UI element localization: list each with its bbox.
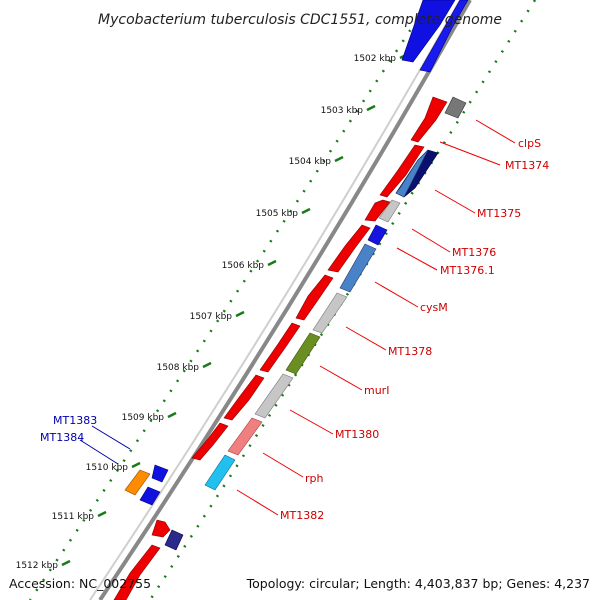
tick-label: 1503 kbp (321, 106, 364, 116)
gene-blue-top-1[interactable] (401, 0, 456, 63)
gene-red-1[interactable] (410, 96, 448, 143)
gene-red-5[interactable] (295, 274, 334, 321)
gene-muri[interactable] (285, 332, 321, 375)
gene-navy-small[interactable] (164, 529, 184, 551)
tick-label: 1508 kbp (157, 363, 200, 373)
gene-blue-small[interactable] (139, 486, 161, 506)
tick-label: 1512 kbp (16, 561, 59, 571)
tick-label: 1504 kbp (289, 157, 332, 167)
gene-mt1376-1[interactable] (367, 224, 388, 246)
gene-red-3[interactable] (364, 199, 391, 222)
accession-text: Accession: NC_002755 (9, 576, 151, 591)
gene-mt1384[interactable] (151, 464, 169, 483)
gene-label-rph[interactable]: rph (305, 472, 324, 485)
leader-clps (475, 119, 516, 144)
tick-mark (366, 104, 376, 112)
topology-summary: Topology: circular; Length: 4,403,837 bp… (246, 576, 590, 591)
gene-blue-top-2[interactable] (419, 0, 469, 73)
tick-label: 1507 kbp (190, 312, 233, 322)
tick-mark (167, 411, 177, 419)
gene-red-10[interactable] (151, 519, 171, 538)
backbone-outer-line (98, 0, 472, 600)
leader-lines (79, 119, 516, 516)
tick-mark (202, 361, 212, 369)
ticks-layer: 1502 kbp 1503 kbp 1504 kbp 1505 kbp 1506 kbp… (16, 52, 409, 571)
gene-red-7[interactable] (223, 374, 265, 421)
leader-mt1378 (345, 326, 387, 351)
gene-mt1382[interactable] (204, 454, 236, 491)
tick-mark (301, 207, 311, 215)
tick-mark (131, 461, 141, 469)
gene-labels: clpS MT1374 MT1375 MT1376 MT1376.1 cysM … (40, 137, 549, 522)
gene-mt1378[interactable] (312, 292, 348, 334)
leader-mt1382 (236, 489, 279, 516)
tick-label: 1511 kbp (52, 512, 95, 522)
gene-red-6[interactable] (259, 322, 301, 373)
tick-label: 1510 kbp (86, 463, 129, 473)
tick-label: 1502 kbp (354, 54, 397, 64)
gene-label-clps[interactable]: clpS (518, 137, 541, 150)
tick-mark (97, 510, 107, 518)
tick-label: 1509 kbp (122, 413, 165, 423)
gene-label-muri[interactable]: murI (364, 384, 389, 397)
leader-mt1376 (411, 228, 451, 253)
map-title: Mycobacterium tuberculosis CDC1551, comp… (98, 12, 502, 28)
tick-label: 1506 kbp (222, 261, 265, 271)
gene-label-mt1383[interactable]: MT1383 (53, 414, 97, 427)
leader-mt1384 (79, 439, 119, 465)
gene-label-mt1376-1[interactable]: MT1376.1 (440, 264, 495, 277)
leader-mt1374 (439, 141, 501, 166)
gene-label-mt1374[interactable]: MT1374 (505, 159, 549, 172)
gene-mt1383[interactable] (124, 469, 151, 496)
gene-cysm[interactable] (339, 243, 377, 293)
leader-mt1375 (434, 189, 476, 214)
leader-muri (319, 365, 363, 391)
tick-mark (267, 259, 277, 267)
outer-dotted-track (28, 0, 432, 600)
gene-label-mt1378[interactable]: MT1378 (388, 345, 432, 358)
gene-red-4[interactable] (327, 224, 371, 273)
leader-mt1376-1 (396, 247, 438, 271)
gene-clps[interactable] (444, 96, 467, 119)
gene-red-2[interactable] (379, 144, 425, 198)
gene-label-mt1375[interactable]: MT1375 (477, 207, 521, 220)
gene-mt1375[interactable] (395, 149, 429, 198)
gene-features (113, 0, 469, 600)
gene-rph[interactable] (227, 417, 263, 456)
leader-mt1380 (289, 409, 334, 435)
tick-mark (334, 155, 344, 163)
gene-red-8[interactable] (191, 422, 229, 461)
gene-mt1380[interactable] (254, 373, 294, 419)
tick-mark (235, 310, 245, 318)
tick-mark (61, 559, 71, 567)
leader-rph (262, 452, 304, 478)
gene-red-9[interactable] (113, 544, 161, 600)
gene-label-mt1380[interactable]: MT1380 (335, 428, 379, 441)
gene-mt1376[interactable] (378, 199, 401, 223)
backbone (89, 0, 472, 600)
gene-label-mt1376[interactable]: MT1376 (452, 246, 496, 259)
leader-mt1383 (91, 425, 131, 450)
tick-label: 1505 kbp (256, 209, 299, 219)
gene-label-cysm[interactable]: cysM (420, 301, 448, 314)
leader-cysm (374, 281, 419, 308)
gene-label-mt1382[interactable]: MT1382 (280, 509, 324, 522)
backbone-inner-line (89, 0, 461, 600)
gene-label-mt1384[interactable]: MT1384 (40, 431, 84, 444)
